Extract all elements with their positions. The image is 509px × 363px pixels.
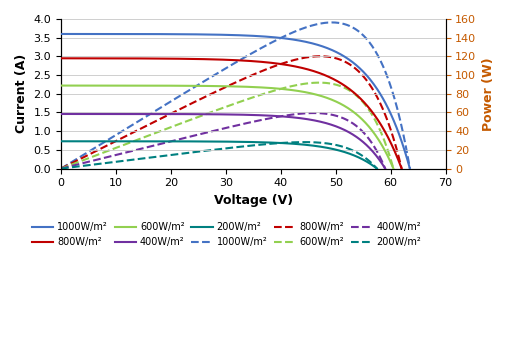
Y-axis label: Power (W): Power (W) [481,57,494,131]
Legend: 1000W/m², 800W/m², 600W/m², 400W/m², 200W/m², 1000W/m², 800W/m², 600W/m², 400W/m: 1000W/m², 800W/m², 600W/m², 400W/m², 200… [28,218,424,251]
X-axis label: Voltage (V): Voltage (V) [213,194,292,207]
Y-axis label: Current (A): Current (A) [15,54,28,134]
